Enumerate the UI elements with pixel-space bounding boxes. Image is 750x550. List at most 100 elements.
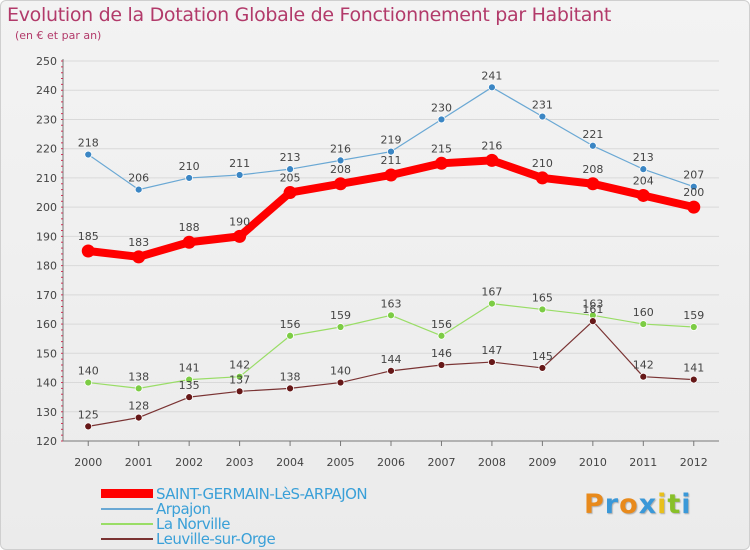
data-point [185, 375, 194, 384]
data-point [387, 366, 395, 375]
data-point [588, 141, 597, 150]
legend-label-leuville: Leuville-sur-Orge [156, 530, 276, 548]
data-point [235, 387, 244, 396]
proxiti-logo: Proxiti [584, 489, 692, 520]
data-point [84, 378, 93, 387]
data-point [588, 317, 597, 326]
legend-label-la-norville: La Norville [156, 515, 231, 533]
logo-letter: i [657, 489, 668, 520]
data-labels: 218 206 210 211 213 216 219 230 241 231 221 213 207 1… [78, 69, 705, 421]
data-point [689, 182, 698, 191]
data-point [538, 364, 547, 372]
data-label: 215 [431, 142, 452, 155]
data-point [336, 378, 345, 387]
data-point [233, 229, 247, 243]
data-label: 230 [431, 101, 452, 114]
data-point [687, 200, 701, 214]
logo-letter: x [638, 489, 658, 520]
data-point [334, 177, 348, 191]
data-point [434, 156, 448, 170]
data-label: 160 [633, 306, 654, 319]
data-label: 165 [532, 291, 553, 304]
data-point [134, 185, 143, 194]
data-point [134, 384, 143, 393]
data-point [437, 115, 446, 124]
data-label: 213 [633, 151, 654, 164]
data-label: 159 [683, 309, 704, 322]
logo-letter: P [584, 489, 605, 520]
data-label: 142 [229, 359, 250, 372]
y-tick-label: 170 [36, 289, 57, 302]
data-label: 221 [582, 128, 603, 141]
legend-swatch-la-norville [101, 523, 153, 525]
data-label: 167 [481, 286, 502, 299]
data-point [84, 422, 93, 431]
y-tick-label: 140 [36, 377, 57, 390]
data-point [689, 323, 698, 331]
y-tick-label: 220 [36, 143, 57, 156]
data-label: 216 [330, 142, 351, 155]
data-label: 205 [280, 172, 301, 185]
data-label: 138 [280, 370, 301, 383]
data-label: 208 [582, 163, 603, 176]
legend-item-saint-germain: SAINT-GERMAIN-LèS-ARPAJON [101, 485, 421, 503]
data-label: 144 [381, 353, 402, 366]
data-label: 188 [179, 221, 200, 234]
data-point [538, 305, 547, 314]
data-point [689, 375, 698, 384]
data-label: 137 [229, 373, 250, 386]
y-tick-label: 130 [36, 406, 57, 419]
x-tick-label: 2003 [226, 456, 254, 469]
x-tick-label: 2012 [680, 456, 708, 469]
x-tick-label: 2000 [74, 456, 102, 469]
data-point [437, 331, 446, 340]
data-point [336, 156, 345, 165]
y-tick-label: 150 [36, 347, 57, 360]
data-label: 231 [532, 99, 553, 112]
data-point [488, 358, 496, 366]
data-label: 147 [481, 344, 502, 357]
logo-letter: o [619, 489, 639, 520]
data-label: 140 [330, 365, 351, 378]
data-label: 211 [229, 157, 250, 170]
x-tick-label: 2004 [276, 456, 304, 469]
logo-letter: i [681, 489, 692, 520]
data-label: 218 [78, 137, 99, 150]
data-point [485, 153, 499, 167]
y-tick-label: 120 [36, 435, 57, 448]
data-point [639, 165, 648, 174]
data-point [286, 384, 294, 393]
data-point [387, 147, 395, 156]
data-point [132, 250, 146, 264]
x-tick-label: 2002 [175, 456, 203, 469]
legend-item-leuville: Leuville-sur-Orge [101, 530, 421, 548]
logo-letter: t [667, 489, 682, 520]
data-label: 210 [179, 160, 200, 173]
data-label: 145 [532, 350, 553, 363]
data-label: 208 [330, 163, 351, 176]
data-label: 138 [128, 370, 149, 383]
chart-title: Evolution de la Dotation Globale de Fonc… [7, 4, 612, 26]
data-label: 241 [481, 69, 502, 82]
data-label: 141 [179, 362, 200, 375]
legend-item-la-norville: La Norville [101, 515, 421, 533]
data-label: 216 [481, 139, 502, 152]
data-point [535, 171, 549, 185]
data-point [286, 165, 294, 174]
data-label: 213 [280, 151, 301, 164]
data-point [639, 372, 648, 381]
data-point [636, 188, 650, 202]
x-tick-label: 2009 [528, 456, 556, 469]
data-label: 156 [280, 318, 301, 331]
data-label: 146 [431, 347, 452, 360]
series [81, 83, 701, 431]
legend-swatch-saint-germain [101, 489, 153, 498]
y-tick-label: 250 [36, 55, 57, 68]
data-point [185, 174, 194, 182]
axes: 120 130 140 150 160 170 180 190 200 210 220 230 240 2… [36, 55, 719, 469]
data-point [235, 171, 244, 179]
data-point [387, 311, 395, 320]
data-label: 161 [582, 303, 603, 316]
y-tick-label: 240 [36, 84, 57, 97]
